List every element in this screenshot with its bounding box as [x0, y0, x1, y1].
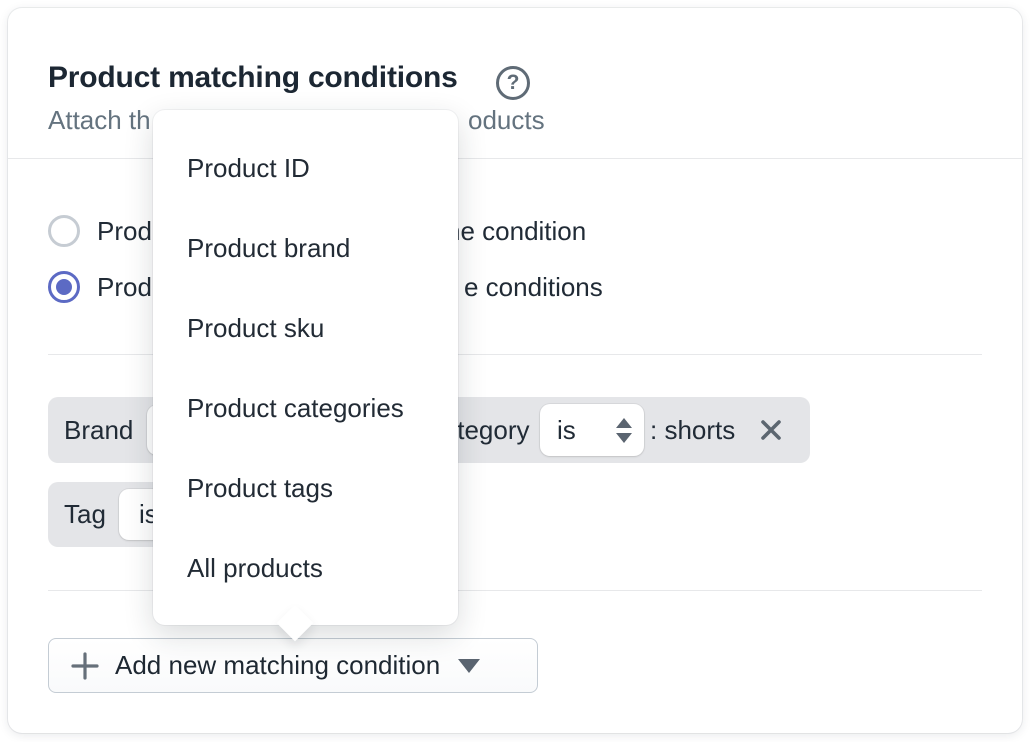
help-icon[interactable]: ? [496, 66, 530, 100]
radio-selected-icon[interactable] [48, 271, 80, 303]
radio-label-left: Prod [97, 272, 152, 302]
dropdown-item-product-sku[interactable]: Product sku [187, 313, 325, 343]
radio-label-right: e conditions [464, 272, 603, 302]
condition-field-label: Brand [64, 414, 134, 445]
section-title: Product matching conditions [48, 61, 458, 94]
radio-label-right: ne condition [446, 216, 587, 246]
section-subtitle-right: oducts [468, 105, 545, 135]
add-button-label: Add new matching condition [115, 650, 441, 680]
section-subtitle-left: Attach th [48, 105, 151, 135]
close-icon [761, 420, 781, 440]
dropdown-item-product-brand[interactable]: Product brand [187, 233, 351, 263]
condition-chip-category: Category is : shorts [412, 397, 810, 463]
condition-value: : shorts [650, 414, 736, 445]
radio-option-match-all-conditions[interactable]: Prod e conditions [8, 270, 1022, 304]
radio-option-match-one-condition[interactable]: Prod ne condition [8, 214, 1022, 248]
dropdown-item-product-tags[interactable]: Product tags [187, 473, 333, 503]
dropdown-item-product-categories[interactable]: Product categories [187, 393, 404, 423]
header-divider [8, 158, 1022, 159]
select-updown-icon [616, 417, 632, 443]
conditions-divider [48, 590, 982, 591]
caret-down-icon [458, 658, 481, 673]
radio-dot [56, 279, 72, 295]
operator-value: is [557, 414, 576, 445]
add-matching-condition-button[interactable]: Add new matching condition [48, 638, 538, 693]
dropdown-item-product-id[interactable]: Product ID [187, 153, 310, 183]
matching-condition-dropdown: Product ID Product brand Product sku Pro… [153, 110, 458, 642]
radio-label-left: Prod [97, 216, 152, 246]
radios-divider [48, 354, 982, 355]
plus-icon [71, 651, 99, 680]
condition-field-label: Tag [64, 499, 106, 529]
radio-unselected-icon[interactable] [48, 215, 80, 247]
category-operator-select[interactable]: is [540, 404, 644, 456]
remove-condition-button[interactable] [755, 414, 787, 446]
dropdown-item-all-products[interactable]: All products [187, 553, 323, 583]
